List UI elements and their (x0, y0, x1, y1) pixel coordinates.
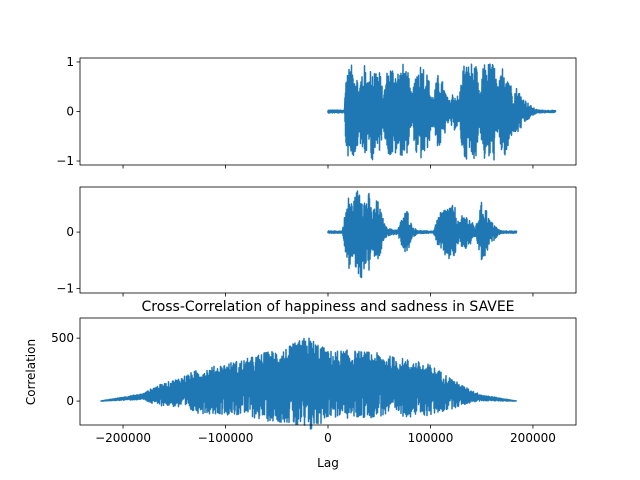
subplot-1-yticks: −1 0 1 (56, 55, 80, 168)
subplot-1-xticks (122, 165, 534, 169)
subplot-3-xticks: −200000 −100000 0 100000 200000 (95, 425, 556, 445)
y-tick-label: 1 (66, 55, 74, 69)
subplot-2-yticks: −1 0 (56, 225, 80, 295)
series-line (327, 63, 557, 161)
subplot-2-xticks (122, 293, 534, 297)
chart-title: Cross-Correlation of happiness and sadne… (141, 299, 514, 315)
plot2-series-group (327, 190, 518, 279)
x-tick-label: 200000 (510, 431, 556, 445)
subplot-3-yticks: 0 500 (51, 331, 80, 408)
y-axis-label: Correlation (24, 339, 38, 405)
y-tick-label: −1 (56, 281, 74, 295)
y-tick-label: 500 (51, 331, 74, 345)
x-tick-label: 0 (324, 431, 332, 445)
x-tick-label: −100000 (198, 431, 254, 445)
subplot-2: −1 0 (56, 186, 577, 297)
x-tick-label: 100000 (408, 431, 454, 445)
series-line (100, 337, 518, 430)
y-tick-label: 0 (66, 394, 74, 408)
series-line (327, 190, 518, 279)
subplot-3: Cross-Correlation of happiness and sadne… (24, 299, 577, 470)
subplot-1: −1 0 1 (56, 55, 577, 169)
y-tick-label: 0 (66, 225, 74, 239)
y-tick-label: 0 (66, 105, 74, 119)
plot3-series-group (100, 337, 518, 430)
x-axis-label: Lag (317, 456, 339, 470)
plot1-series-group (327, 63, 557, 161)
y-tick-label: −1 (56, 154, 74, 168)
x-tick-label: −200000 (95, 431, 151, 445)
